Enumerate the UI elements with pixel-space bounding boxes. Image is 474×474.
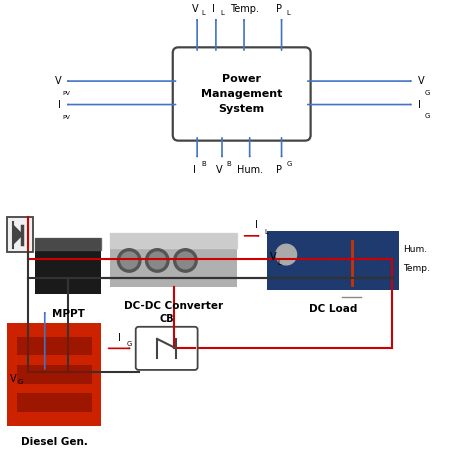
Circle shape [118,249,141,272]
FancyBboxPatch shape [173,47,310,141]
Text: V: V [191,4,198,14]
Text: I: I [418,100,420,109]
Circle shape [121,252,137,269]
Text: V: V [9,374,16,384]
Polygon shape [13,225,22,244]
Text: CB: CB [159,314,174,324]
FancyBboxPatch shape [267,231,399,290]
Text: B: B [227,161,231,167]
FancyBboxPatch shape [110,234,237,287]
Text: G: G [286,161,292,167]
Text: I: I [58,100,61,109]
FancyBboxPatch shape [7,323,101,426]
Text: I: I [255,220,258,230]
FancyBboxPatch shape [36,238,101,294]
Text: MPPT: MPPT [52,309,85,319]
Circle shape [276,244,297,265]
Text: V: V [55,76,61,86]
Circle shape [146,249,169,272]
Text: L: L [264,229,268,235]
FancyBboxPatch shape [7,217,33,252]
Text: L: L [278,260,282,265]
Circle shape [149,252,166,269]
Text: Hum.: Hum. [237,164,263,174]
Text: L: L [286,10,290,16]
Text: P: P [276,4,282,14]
Text: G: G [127,341,132,347]
Text: Diesel Gen.: Diesel Gen. [21,438,88,447]
Text: Power
Management
System: Power Management System [201,74,283,114]
FancyBboxPatch shape [17,393,91,411]
Text: L: L [202,10,206,16]
Circle shape [173,249,197,272]
Text: DC-DC Converter: DC-DC Converter [124,301,223,311]
Text: Temp.: Temp. [229,4,258,14]
Text: V: V [270,252,276,262]
Text: DC Load: DC Load [309,304,357,314]
Text: I: I [212,4,215,14]
Text: PV: PV [63,115,71,120]
Text: V: V [216,164,223,174]
Text: PV: PV [63,91,71,96]
Text: B: B [202,161,207,167]
FancyBboxPatch shape [17,365,91,383]
Text: P: P [276,164,282,174]
FancyBboxPatch shape [17,337,91,356]
Text: G: G [425,90,430,96]
Text: I: I [193,164,196,174]
Text: L: L [220,10,225,16]
Text: V: V [418,76,424,86]
Text: I: I [118,333,121,343]
Text: G: G [18,379,23,385]
Circle shape [177,252,194,269]
FancyBboxPatch shape [136,327,198,370]
Text: Hum.: Hum. [403,246,428,255]
Text: Temp.: Temp. [403,264,430,273]
Text: G: G [425,113,430,119]
